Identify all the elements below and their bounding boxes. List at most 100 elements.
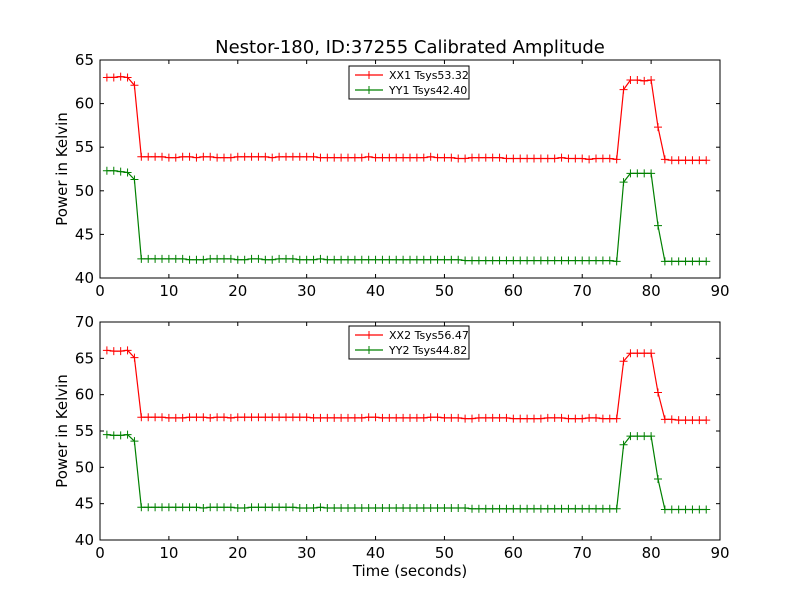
data-point (564, 414, 573, 423)
data-point (681, 505, 690, 514)
data-point (702, 156, 711, 165)
data-point (316, 254, 325, 263)
data-point (447, 255, 456, 264)
x-tick-label: 0 (95, 282, 105, 300)
x-tick-label: 10 (159, 282, 178, 300)
data-point (660, 155, 669, 164)
data-point (509, 256, 518, 265)
data-point (295, 255, 304, 264)
data-point (309, 504, 318, 513)
data-point (226, 503, 235, 512)
data-point (268, 413, 277, 422)
y-axis-label: Power in Kelvin (53, 112, 71, 226)
data-point (247, 254, 256, 263)
y-axis-label: Power in Kelvin (53, 374, 71, 488)
data-point (130, 437, 139, 446)
x-tick-label: 40 (366, 544, 385, 562)
data-point (654, 388, 662, 397)
data-point (440, 255, 449, 264)
data-point (178, 152, 187, 161)
data-point (674, 505, 683, 514)
data-point (695, 416, 704, 425)
data-point (536, 504, 545, 513)
data-point (488, 504, 497, 513)
data-point (295, 504, 304, 513)
data-point (116, 167, 125, 176)
data-point (509, 414, 518, 423)
data-point (461, 504, 470, 513)
data-point (557, 153, 566, 162)
data-point (592, 256, 600, 265)
data-point (302, 413, 311, 422)
data-point (419, 504, 428, 513)
data-point (640, 169, 649, 178)
data-point (288, 413, 297, 422)
data-point (640, 432, 649, 441)
data-point (578, 256, 587, 265)
data-point (185, 503, 194, 512)
data-point (178, 503, 187, 512)
data-point (192, 255, 201, 264)
data-point (144, 413, 153, 422)
data-point (516, 256, 525, 265)
data-point (151, 503, 160, 512)
data-point (647, 169, 656, 178)
data-point (633, 169, 642, 178)
data-point (502, 256, 511, 265)
data-point (419, 153, 428, 162)
x-tick-label: 0 (95, 544, 105, 562)
figure-title: Nestor-180, ID:37255 Calibrated Amplitud… (215, 37, 605, 58)
data-point (681, 156, 690, 165)
data-point (378, 504, 387, 513)
data-point (647, 76, 656, 85)
data-point (633, 349, 642, 358)
data-point (654, 221, 662, 230)
data-point (357, 504, 366, 513)
data-point (702, 257, 711, 266)
x-tick-label: 90 (710, 544, 729, 562)
data-point (474, 256, 483, 265)
data-point (330, 413, 339, 422)
x-tick-label: 80 (642, 282, 661, 300)
series-2 (102, 166, 711, 266)
x-tick-label: 20 (228, 544, 247, 562)
data-point (578, 414, 587, 423)
data-point (178, 413, 187, 422)
data-point (502, 504, 511, 513)
data-point (578, 504, 587, 513)
data-point (399, 504, 408, 513)
data-point (557, 256, 566, 265)
data-point (364, 413, 373, 422)
x-tick-label: 60 (504, 544, 523, 562)
series-2 (102, 430, 711, 514)
data-point (206, 413, 215, 422)
x-tick-label: 30 (297, 544, 316, 562)
data-point (171, 503, 180, 512)
data-point (598, 504, 607, 513)
data-point (399, 255, 408, 264)
data-point (282, 413, 290, 422)
x-tick-label: 40 (366, 282, 385, 300)
data-point (447, 153, 456, 162)
data-point (550, 504, 559, 513)
y-tick-label: 65 (75, 51, 94, 69)
x-tick-label: 50 (435, 282, 454, 300)
data-point (164, 153, 173, 162)
data-point (226, 413, 235, 422)
data-point (357, 255, 366, 264)
data-point (592, 413, 600, 422)
data-point (440, 413, 449, 422)
data-point (323, 153, 332, 162)
data-point (495, 413, 504, 422)
data-point (123, 73, 132, 82)
data-point (261, 152, 270, 161)
data-point (144, 503, 153, 512)
data-point (461, 256, 470, 265)
x-tick-label: 60 (504, 282, 523, 300)
data-point (247, 152, 256, 161)
data-point (275, 413, 284, 422)
data-point (412, 413, 421, 422)
data-point (350, 153, 359, 162)
data-point (598, 414, 607, 423)
data-point (447, 413, 456, 422)
